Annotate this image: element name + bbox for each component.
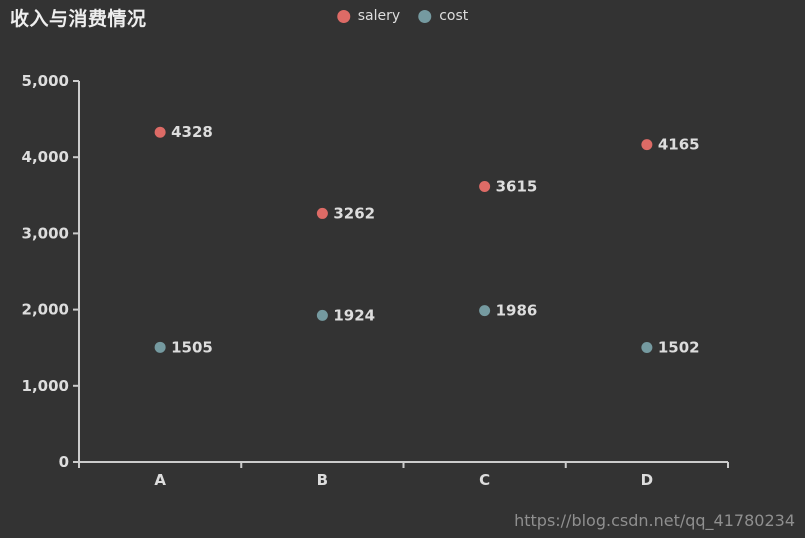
scatter-point-salery-D[interactable] [641, 139, 653, 151]
y-axis-tick-label: 3,000 [22, 224, 69, 242]
y-axis-tick-label: 5,000 [22, 72, 69, 90]
watermark: https://blog.csdn.net/qq_41780234 [514, 511, 795, 530]
x-axis-category-label: B [317, 471, 328, 489]
scatter-point-cost-D[interactable] [641, 342, 653, 354]
y-axis-tick-label: 0 [59, 453, 69, 471]
x-axis-category-label: C [479, 471, 490, 489]
point-label-cost-D: 1502 [658, 339, 700, 357]
point-label-cost-C: 1986 [496, 302, 538, 320]
y-axis-tick-label: 1,000 [22, 377, 69, 395]
point-label-salery-A: 4328 [171, 123, 213, 141]
legend-item-salery[interactable]: salery [336, 8, 401, 24]
chart-title: 收入与消费情况 [10, 8, 147, 30]
y-axis-tick-label: 2,000 [22, 301, 69, 319]
point-label-cost-B: 1924 [333, 306, 375, 324]
y-axis-tick-label: 4,000 [22, 148, 69, 166]
legend-marker-cost-icon [418, 9, 432, 23]
legend-item-cost[interactable]: cost [418, 8, 468, 24]
scatter-point-salery-C[interactable] [479, 181, 491, 193]
legend-marker-salery-icon [336, 9, 350, 23]
point-label-salery-B: 3262 [333, 204, 375, 222]
x-axis-category-label: A [154, 471, 166, 489]
scatter-point-salery-A[interactable] [154, 126, 166, 138]
point-label-cost-A: 1505 [171, 338, 213, 356]
legend-label-salery: salery [357, 8, 401, 24]
scatter-point-cost-C[interactable] [479, 305, 491, 317]
legend: salery cost [336, 8, 468, 24]
point-label-salery-D: 4165 [658, 136, 700, 154]
scatter-point-salery-B[interactable] [316, 207, 328, 219]
scatter-point-cost-A[interactable] [154, 341, 166, 353]
legend-label-cost: cost [439, 8, 469, 24]
x-axis-category-label: D [641, 471, 653, 489]
scatter-point-cost-B[interactable] [316, 309, 328, 321]
point-label-salery-C: 3615 [496, 178, 538, 196]
